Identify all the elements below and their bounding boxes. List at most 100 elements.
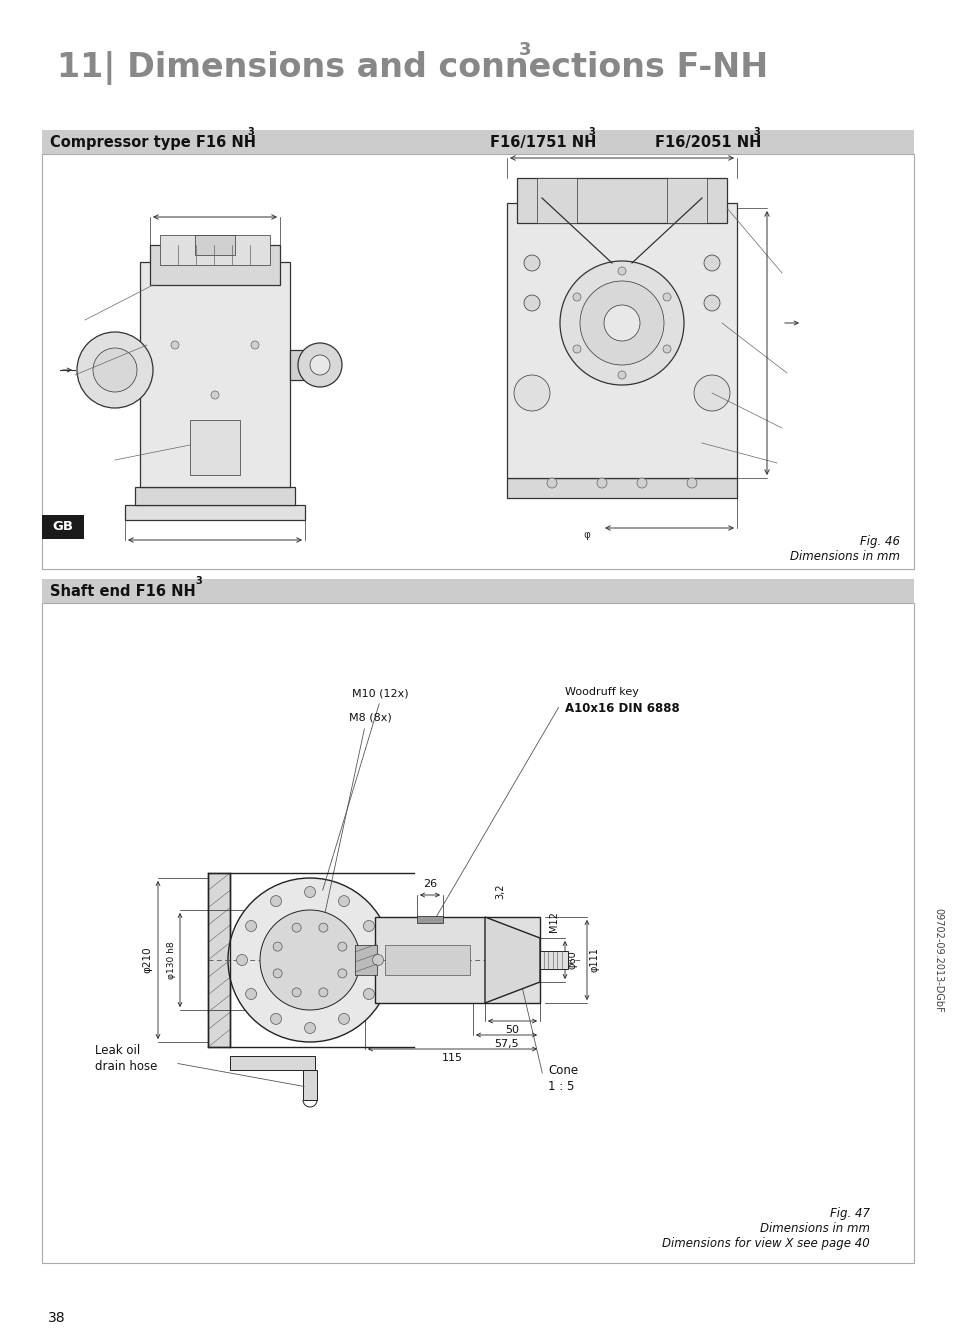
Bar — [42, 516, 84, 540]
Text: 3,2: 3,2 — [495, 884, 504, 898]
Bar — [537, 178, 577, 224]
Circle shape — [546, 478, 557, 487]
Text: φ210: φ210 — [142, 947, 152, 973]
Bar — [517, 178, 726, 224]
Circle shape — [236, 955, 247, 965]
Text: Cone: Cone — [547, 1063, 578, 1077]
Bar — [135, 487, 294, 505]
Circle shape — [693, 375, 729, 411]
Bar — [539, 951, 567, 969]
Text: 1 : 5: 1 : 5 — [547, 1079, 574, 1093]
Circle shape — [514, 375, 550, 411]
Circle shape — [92, 348, 137, 392]
Bar — [355, 945, 376, 975]
Circle shape — [523, 295, 539, 311]
Bar — [506, 204, 737, 478]
Circle shape — [662, 345, 670, 353]
Text: A10x16 DIN 6888: A10x16 DIN 6888 — [564, 702, 679, 715]
Circle shape — [618, 371, 625, 379]
Text: F16/1751 NH: F16/1751 NH — [490, 134, 596, 150]
Bar — [506, 478, 737, 498]
Circle shape — [703, 295, 720, 311]
Circle shape — [603, 305, 639, 341]
Circle shape — [251, 341, 258, 349]
Circle shape — [597, 478, 606, 487]
Bar — [416, 916, 442, 923]
Text: Dimensions for view X see page 40: Dimensions for view X see page 40 — [661, 1236, 869, 1249]
Text: M12: M12 — [548, 911, 558, 932]
Text: φ111: φ111 — [589, 948, 599, 972]
Text: 11| Dimensions and connections F-NH: 11| Dimensions and connections F-NH — [57, 51, 767, 84]
Text: Shaft end F16 NH: Shaft end F16 NH — [50, 584, 195, 599]
Circle shape — [703, 254, 720, 270]
Text: M10 (12x): M10 (12x) — [352, 688, 408, 698]
Text: F16/2051 NH: F16/2051 NH — [655, 134, 760, 150]
Text: 26: 26 — [422, 878, 436, 889]
Bar — [42, 130, 913, 154]
Polygon shape — [484, 917, 539, 1003]
Bar — [303, 1070, 316, 1101]
Bar — [160, 236, 270, 265]
Bar — [125, 505, 305, 520]
Circle shape — [363, 920, 374, 932]
Bar — [140, 262, 290, 487]
Bar — [208, 873, 230, 1047]
Circle shape — [662, 293, 670, 301]
Text: Dimensions in mm: Dimensions in mm — [760, 1221, 869, 1235]
Circle shape — [338, 896, 349, 907]
Text: 09702-09.2013-DGbF: 09702-09.2013-DGbF — [932, 908, 942, 1012]
Circle shape — [318, 988, 328, 996]
Circle shape — [260, 911, 359, 1010]
Bar — [666, 178, 706, 224]
Text: Fig. 46: Fig. 46 — [859, 536, 899, 549]
Circle shape — [271, 1014, 281, 1024]
Text: Dimensions in mm: Dimensions in mm — [789, 549, 899, 562]
Text: 115: 115 — [441, 1052, 462, 1063]
Circle shape — [523, 254, 539, 270]
Circle shape — [686, 478, 697, 487]
Text: M8 (8x): M8 (8x) — [348, 712, 391, 723]
Text: 3: 3 — [587, 127, 594, 137]
Circle shape — [372, 955, 383, 965]
Text: φ: φ — [583, 530, 590, 540]
Circle shape — [579, 281, 663, 366]
Bar — [230, 1056, 314, 1070]
Text: 3: 3 — [752, 127, 759, 137]
Bar — [375, 917, 539, 1003]
Bar — [194, 236, 234, 254]
Circle shape — [228, 878, 392, 1042]
Text: Compressor type F16 NH: Compressor type F16 NH — [50, 134, 255, 150]
Circle shape — [559, 261, 683, 386]
Text: drain hose: drain hose — [95, 1059, 157, 1073]
Bar — [150, 245, 280, 285]
Text: φ130 h8: φ130 h8 — [167, 941, 175, 979]
Bar — [190, 420, 240, 475]
Circle shape — [273, 969, 282, 977]
Circle shape — [297, 343, 341, 387]
Text: φ60: φ60 — [567, 951, 578, 969]
Circle shape — [573, 345, 580, 353]
Circle shape — [310, 355, 330, 375]
Circle shape — [273, 943, 282, 951]
Circle shape — [245, 988, 256, 999]
Text: Woodruff key: Woodruff key — [564, 687, 639, 698]
Text: GB: GB — [52, 521, 73, 533]
Circle shape — [245, 920, 256, 932]
Text: Fig. 47: Fig. 47 — [829, 1206, 869, 1220]
Circle shape — [304, 1023, 315, 1034]
Circle shape — [318, 923, 328, 932]
Text: 3: 3 — [518, 42, 531, 59]
Circle shape — [337, 969, 347, 977]
Text: 3: 3 — [194, 576, 201, 586]
Circle shape — [337, 943, 347, 951]
Bar — [290, 349, 310, 380]
Text: 38: 38 — [49, 1311, 66, 1326]
Circle shape — [338, 1014, 349, 1024]
Circle shape — [304, 886, 315, 897]
Circle shape — [171, 341, 179, 349]
Text: 3: 3 — [247, 127, 253, 137]
Circle shape — [573, 293, 580, 301]
Bar — [385, 945, 470, 975]
Bar — [42, 154, 913, 569]
Text: Leak oil: Leak oil — [95, 1043, 140, 1056]
